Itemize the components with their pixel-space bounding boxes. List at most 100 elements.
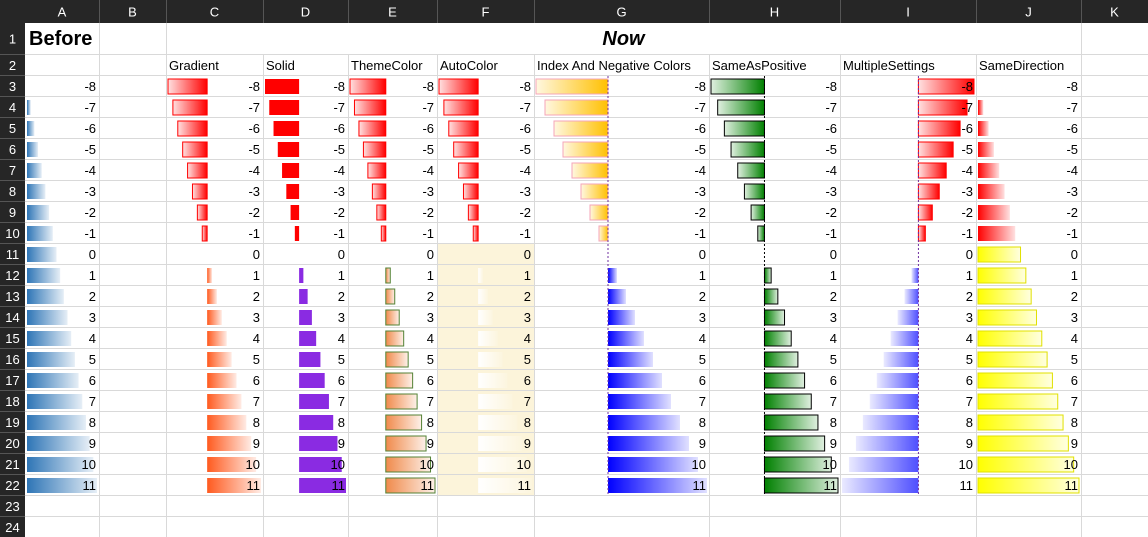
data-bar (737, 162, 765, 179)
cell-value: 11 (693, 478, 707, 493)
cell-value: -6 (333, 121, 345, 136)
row-header: 7 (9, 163, 16, 178)
cell-value: -5 (248, 142, 260, 157)
cell-value: -7 (825, 100, 837, 115)
cell-value: 9 (966, 436, 973, 451)
cell-value: -3 (422, 184, 434, 199)
cell-value: -4 (961, 163, 973, 178)
cell-value: -5 (422, 142, 434, 157)
row-header: 15 (5, 331, 19, 346)
data-bar (187, 162, 208, 179)
cell-value: 11 (332, 478, 346, 493)
data-bar (876, 373, 919, 388)
cell-value: -4 (84, 163, 96, 178)
data-bar (438, 78, 479, 95)
cell-value: 7 (524, 394, 531, 409)
data-bar (172, 99, 208, 116)
data-bar (443, 99, 479, 116)
data-bar (478, 478, 532, 493)
data-bar (277, 142, 300, 157)
data-bar (167, 78, 208, 95)
cell-value: 5 (699, 352, 706, 367)
cell-value: -5 (333, 142, 345, 157)
cell-value: 8 (253, 415, 260, 430)
column-title: Gradient (169, 58, 219, 73)
row-header: 12 (5, 268, 19, 283)
data-bar (917, 204, 933, 221)
data-bar (535, 78, 609, 95)
data-bar (977, 372, 1053, 389)
row-header: 3 (9, 79, 16, 94)
cell-value: -6 (961, 121, 973, 136)
cell-value: 5 (830, 352, 837, 367)
cell-value: 11 (421, 478, 435, 493)
data-bar (917, 141, 954, 158)
data-bar (385, 456, 432, 473)
data-bar (27, 100, 31, 115)
data-bar (917, 120, 961, 137)
data-bar (977, 267, 1027, 284)
column-title: ThemeColor (351, 58, 423, 73)
cell-value: 8 (699, 415, 706, 430)
cell-value: 9 (699, 436, 706, 451)
data-bar (385, 351, 409, 368)
cell-value: -7 (333, 100, 345, 115)
cell-value: 3 (966, 310, 973, 325)
cell-value: -8 (422, 79, 434, 94)
cell-value: 1 (1071, 268, 1078, 283)
data-bar (27, 289, 64, 304)
data-bar (27, 415, 86, 430)
cell-value: 1 (830, 268, 837, 283)
data-bar (478, 457, 528, 472)
cell-value: 3 (830, 310, 837, 325)
cell-value: -6 (248, 121, 260, 136)
cell-value: -8 (248, 79, 260, 94)
data-bar (353, 99, 387, 116)
cell-value: 5 (524, 352, 531, 367)
cell-value: 3 (524, 310, 531, 325)
column-header: C (210, 5, 219, 20)
column-title: SameAsPositive (712, 58, 807, 73)
data-bar (608, 310, 635, 325)
cell-value: -3 (961, 184, 973, 199)
data-bar (478, 352, 503, 367)
cell-value: -7 (694, 100, 706, 115)
data-bar (380, 225, 387, 242)
data-bar (299, 415, 334, 430)
data-bar (478, 394, 513, 409)
data-bar (385, 414, 423, 431)
data-bar (385, 267, 391, 284)
data-bar (977, 456, 1075, 473)
cell-value: 10 (959, 457, 973, 472)
data-bar (757, 225, 765, 242)
cell-value: -8 (825, 79, 837, 94)
cell-value: 2 (253, 289, 260, 304)
data-bar (207, 331, 227, 346)
cell-value: 2 (699, 289, 706, 304)
data-bar (27, 352, 75, 367)
column-title: MultipleSettings (843, 58, 935, 73)
data-bar (869, 394, 919, 409)
cell-value: 0 (338, 247, 345, 262)
data-bar (763, 267, 772, 284)
cell-value: 10 (246, 457, 260, 472)
cell-value: -1 (333, 226, 345, 241)
cell-value: 6 (830, 373, 837, 388)
data-bar (207, 436, 252, 451)
cell-value: -2 (519, 205, 531, 220)
data-bar (977, 477, 1080, 494)
column-title: AutoColor (440, 58, 498, 73)
cell-value: 11 (518, 478, 532, 493)
data-bar (299, 310, 312, 325)
data-bar (977, 246, 1022, 263)
cell-value: 5 (1071, 352, 1078, 367)
data-bar (286, 184, 300, 199)
data-bar (27, 331, 72, 346)
column-title: Index And Negative Colors (537, 58, 691, 73)
cell-value: 10 (823, 457, 837, 472)
row-header: 17 (5, 373, 19, 388)
data-bar (478, 415, 518, 430)
cell-value: -3 (694, 184, 706, 199)
cell-value: 1 (427, 268, 434, 283)
data-bar (299, 478, 346, 493)
